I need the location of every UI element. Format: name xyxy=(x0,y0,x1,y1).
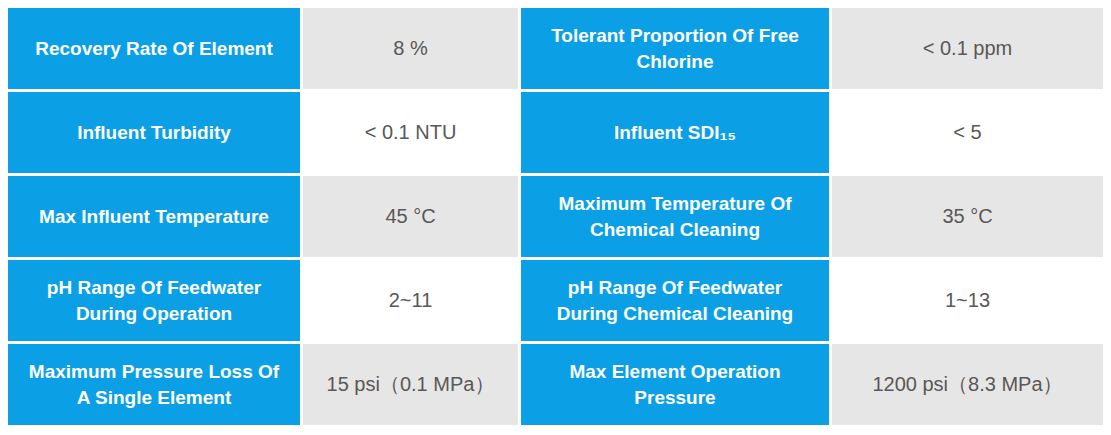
param-value-recovery-rate: 8 % xyxy=(303,8,518,89)
param-value-influent-turbidity: < 0.1 NTU xyxy=(303,92,518,173)
param-value-max-influent-temperature: 45 °C xyxy=(303,176,518,257)
param-value-max-pressure-loss-single-element: 15 psi（0.1 MPa） xyxy=(303,344,518,425)
param-value-max-element-operation-pressure: 1200 psi（8.3 MPa） xyxy=(832,344,1103,425)
param-value-free-chlorine-tolerance: < 0.1 ppm xyxy=(832,8,1103,89)
param-label-influent-turbidity: Influent Turbidity xyxy=(8,92,300,173)
param-label-influent-sdi15: Influent SDI₁₅ xyxy=(521,92,829,173)
param-label-max-pressure-loss-single-element: Maximum Pressure Loss Of A Single Elemen… xyxy=(8,344,300,425)
membrane-element-spec-table: Recovery Rate Of Element 8 % Tolerant Pr… xyxy=(0,0,1111,435)
param-value-chemical-cleaning-max-temperature: 35 °C xyxy=(832,176,1103,257)
param-label-recovery-rate: Recovery Rate Of Element xyxy=(8,8,300,89)
param-label-chemical-cleaning-max-temperature: Maximum Temperature Of Chemical Cleaning xyxy=(521,176,829,257)
param-value-ph-range-operation: 2~11 xyxy=(303,260,518,341)
param-value-influent-sdi15: < 5 xyxy=(832,92,1103,173)
param-label-max-element-operation-pressure: Max Element Operation Pressure xyxy=(521,344,829,425)
param-label-ph-range-operation: pH Range Of Feedwater During Operation xyxy=(8,260,300,341)
param-label-ph-range-chemical-cleaning: pH Range Of Feedwater During Chemical Cl… xyxy=(521,260,829,341)
param-label-free-chlorine-tolerance: Tolerant Proportion Of Free Chlorine xyxy=(521,8,829,89)
param-value-ph-range-chemical-cleaning: 1~13 xyxy=(832,260,1103,341)
param-label-max-influent-temperature: Max Influent Temperature xyxy=(8,176,300,257)
